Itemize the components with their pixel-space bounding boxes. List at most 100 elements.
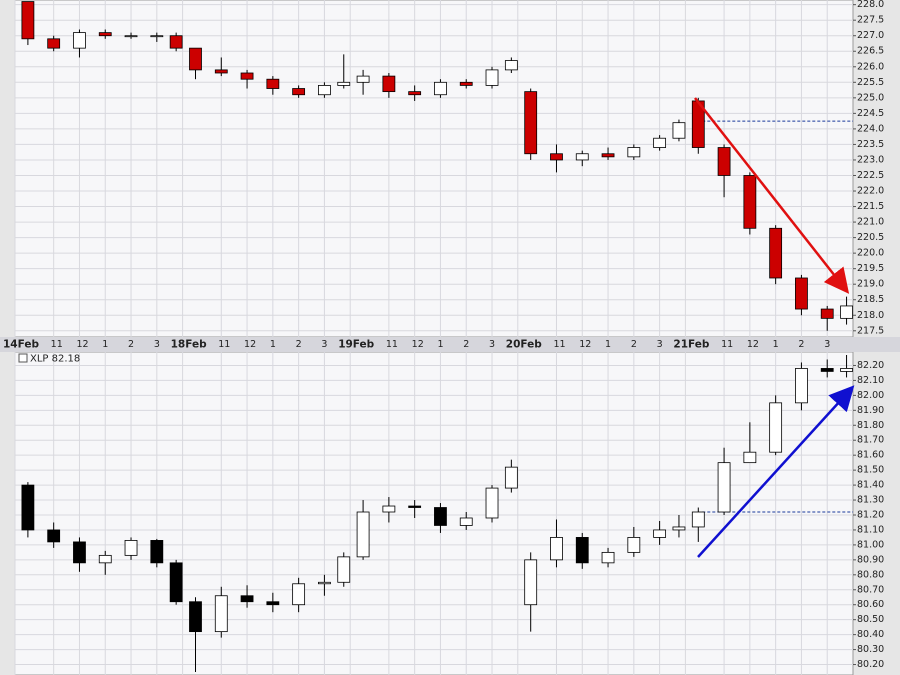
candle-body [575, 537, 589, 564]
candle-body [524, 559, 538, 606]
x-tick-label: 21Feb [673, 339, 709, 351]
candle-body [459, 81, 473, 86]
candle-body [691, 511, 705, 528]
candle-body [743, 175, 757, 229]
x-tick-label: 12 [579, 339, 591, 350]
candle-body [214, 69, 228, 74]
y-tick-label: 80.80 [857, 569, 884, 580]
candle-body [214, 595, 228, 633]
candle-body [769, 227, 783, 279]
y-tick-label: 223.5 [857, 139, 884, 150]
candle-body [337, 556, 351, 583]
symbol-icon [18, 353, 28, 363]
x-tick-label: 11 [218, 339, 230, 350]
y-tick-label: 81.50 [857, 465, 884, 476]
candle-body [627, 537, 641, 553]
x-tick-label: 1 [773, 339, 779, 350]
candle-body [653, 137, 667, 148]
x-tick-label: 12 [244, 339, 256, 350]
x-tick-label: 3 [154, 339, 160, 350]
y-tick-label: 81.90 [857, 405, 884, 416]
x-tick-label: 12 [747, 339, 759, 350]
y-tick-label: 225.0 [857, 92, 884, 103]
candle-body [408, 91, 422, 96]
candle-body [485, 69, 499, 86]
candle-body [672, 526, 686, 531]
candle-body [73, 32, 86, 49]
y-tick-label: 81.30 [857, 495, 884, 506]
x-tick-label: 11 [553, 339, 565, 350]
candle-body [382, 505, 396, 513]
x-tick-label: 3 [657, 339, 663, 350]
candle-body [266, 601, 280, 606]
candle-body [550, 537, 563, 561]
x-tick-label: 11 [386, 339, 398, 350]
candle-body [408, 505, 422, 508]
x-tick-label: 2 [798, 339, 804, 350]
candle-body [769, 402, 783, 453]
candle-body [150, 540, 164, 564]
x-tick-label: 12 [412, 339, 424, 350]
candle-body [98, 554, 112, 564]
candle-body [356, 511, 370, 558]
candle-body [434, 507, 447, 526]
candle-body [717, 462, 731, 513]
x-tick-label: 2 [463, 339, 469, 350]
candle-body [820, 308, 834, 319]
y-tick-label: 218.5 [857, 294, 884, 305]
y-tick-label: 82.00 [857, 390, 884, 401]
candle-body [840, 368, 853, 372]
candle-body [743, 451, 757, 464]
y-tick-label: 80.70 [857, 584, 884, 595]
y-tick-label: 82.20 [857, 360, 884, 371]
candle-body [169, 562, 183, 603]
marks [21, 1, 853, 673]
candle-body [459, 517, 473, 526]
x-tick-label: 14Feb [3, 339, 39, 351]
candle-body [124, 35, 138, 38]
candle-body [795, 368, 808, 404]
y-tick-label: 223.0 [857, 154, 884, 165]
candle-body [47, 38, 61, 49]
y-tick-label: 218.0 [857, 310, 884, 321]
candle-body [627, 147, 641, 158]
x-tick-label: 11 [721, 339, 733, 350]
y-tick-label: 222.5 [857, 170, 884, 181]
y-tick-label: 221.0 [857, 217, 884, 228]
y-tick-label: 224.5 [857, 108, 884, 119]
candle-body [21, 484, 35, 531]
date-axis-band [0, 337, 900, 352]
y-tick-label: 224.0 [857, 123, 884, 134]
y-tick-label: 219.5 [857, 263, 884, 274]
candle-body [21, 1, 35, 40]
candle-body [73, 541, 86, 564]
candle-body [672, 122, 686, 139]
x-tick-label: 2 [128, 339, 134, 350]
candle-body [795, 277, 808, 310]
candle-body [124, 540, 138, 556]
candle-body [504, 60, 518, 71]
y-tick-label: 227.0 [857, 30, 884, 41]
candle-body [292, 88, 306, 96]
candle-body [318, 581, 331, 585]
x-tick-label: 19Feb [338, 339, 374, 351]
y-tick-label: 80.40 [857, 629, 884, 640]
y-tick-label: 225.5 [857, 77, 884, 88]
y-tick-label: 220.0 [857, 248, 884, 259]
candle-body [820, 368, 834, 372]
x-tick-label: 3 [489, 339, 495, 350]
y-tick-label: 228.0 [857, 0, 884, 10]
candle-body [434, 81, 447, 96]
candle-body [318, 85, 331, 96]
y-tick-label: 226.5 [857, 46, 884, 57]
panel-title: XLP 82.18 [30, 354, 80, 365]
x-tick-label: 1 [437, 339, 443, 350]
x-tick-label: 18Feb [171, 339, 207, 351]
y-tick-label: 221.5 [857, 201, 884, 212]
x-tick-label: 1 [102, 339, 108, 350]
y-tick-label: 81.40 [857, 480, 884, 491]
candle-body [485, 487, 499, 519]
y-tick-label: 81.80 [857, 420, 884, 431]
candle-body [337, 81, 351, 86]
